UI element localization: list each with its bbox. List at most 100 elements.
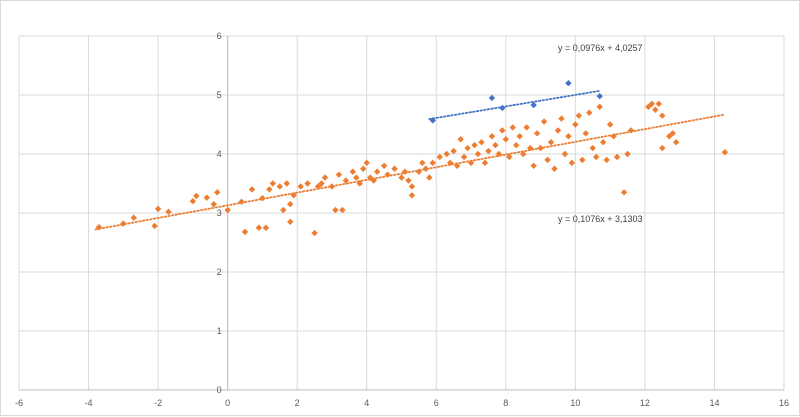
- data-point: [429, 159, 436, 167]
- data-point: [391, 165, 398, 172]
- trendline-label-blue: y = 0,0976x + 4,0257: [558, 43, 643, 53]
- data-point: [314, 183, 322, 190]
- data-point: [241, 228, 249, 236]
- data-point: [523, 124, 530, 131]
- data-point: [165, 208, 172, 216]
- data-point: [673, 139, 680, 146]
- data-point: [408, 192, 416, 199]
- x-tick-label: -2: [154, 398, 162, 408]
- data-point: [568, 159, 576, 167]
- data-point: [558, 115, 565, 122]
- data-point: [547, 139, 555, 146]
- data-point: [603, 156, 610, 164]
- data-point: [596, 103, 603, 110]
- trendlines: [94, 89, 726, 231]
- data-point: [488, 94, 496, 102]
- data-point: [620, 189, 628, 196]
- x-tick-label: 2: [295, 398, 300, 408]
- data-point: [426, 174, 433, 181]
- data-point: [311, 229, 318, 237]
- data-point: [276, 183, 283, 190]
- trendline-labels: y = 0,0976x + 4,0257 y = 0,1076x + 3,1303: [558, 43, 643, 224]
- trendline-series-2: [428, 89, 601, 120]
- data-point: [419, 159, 426, 167]
- x-tick-label: 6: [434, 398, 439, 408]
- data-point: [624, 150, 631, 158]
- data-point: [652, 106, 659, 113]
- data-point: [446, 159, 454, 167]
- data-point: [360, 165, 367, 172]
- data-point: [648, 100, 656, 108]
- data-point: [506, 153, 513, 161]
- data-point: [513, 141, 520, 149]
- data-point: [120, 220, 127, 227]
- y-tick-label: 3: [217, 208, 222, 218]
- data-point: [561, 150, 569, 158]
- data-point: [189, 198, 197, 205]
- data-point: [666, 133, 673, 140]
- data-point: [429, 117, 436, 124]
- data-point: [659, 144, 666, 152]
- data-point: [287, 200, 294, 208]
- x-tick-label: 16: [779, 398, 789, 408]
- data-point: [655, 100, 663, 108]
- data-point: [151, 222, 158, 230]
- data-point: [565, 80, 572, 87]
- data-point: [280, 206, 287, 214]
- data-point: [467, 159, 475, 167]
- data-point: [481, 159, 489, 167]
- data-point: [408, 183, 416, 190]
- data-point: [457, 136, 464, 143]
- data-point: [436, 153, 443, 161]
- data-point: [401, 168, 409, 175]
- data-point: [485, 147, 492, 155]
- data-points: [95, 80, 729, 237]
- data-point: [328, 183, 336, 190]
- data-point: [373, 168, 381, 175]
- data-point: [415, 168, 423, 175]
- data-point: [130, 214, 137, 221]
- data-point: [474, 150, 482, 158]
- data-point: [342, 177, 350, 184]
- x-tick-label: -6: [15, 398, 23, 408]
- trendline-series-1: [94, 113, 726, 231]
- data-point: [339, 206, 346, 214]
- data-point: [318, 180, 325, 187]
- data-point: [262, 224, 270, 231]
- data-point: [193, 192, 200, 200]
- x-tick-label: 12: [640, 398, 650, 408]
- y-tick-label: 1: [217, 326, 222, 336]
- data-point: [266, 186, 273, 193]
- data-point: [224, 206, 231, 214]
- data-point: [283, 180, 290, 187]
- x-tick-label: 10: [570, 398, 580, 408]
- trendline-label-orange: y = 0,1076x + 3,1303: [558, 214, 643, 224]
- data-point: [353, 174, 360, 181]
- data-point: [606, 121, 614, 128]
- data-point: [540, 118, 548, 125]
- data-point: [422, 165, 430, 172]
- data-point: [478, 139, 485, 146]
- data-point: [610, 133, 617, 140]
- data-point: [530, 101, 537, 109]
- y-tick-label: 6: [217, 31, 222, 41]
- data-point: [537, 144, 544, 152]
- data-point: [533, 130, 541, 137]
- data-point: [248, 186, 256, 193]
- data-point: [210, 200, 217, 208]
- data-point: [554, 127, 562, 134]
- data-point: [589, 144, 596, 152]
- data-point: [586, 109, 593, 116]
- data-point: [499, 127, 506, 134]
- data-point: [297, 183, 304, 190]
- data-point: [499, 104, 506, 112]
- data-point: [565, 133, 572, 140]
- data-point: [530, 162, 537, 169]
- data-point: [526, 144, 534, 152]
- data-point: [544, 156, 551, 164]
- data-point: [593, 153, 600, 161]
- data-point: [464, 144, 471, 152]
- x-tick-label: 0: [225, 398, 230, 408]
